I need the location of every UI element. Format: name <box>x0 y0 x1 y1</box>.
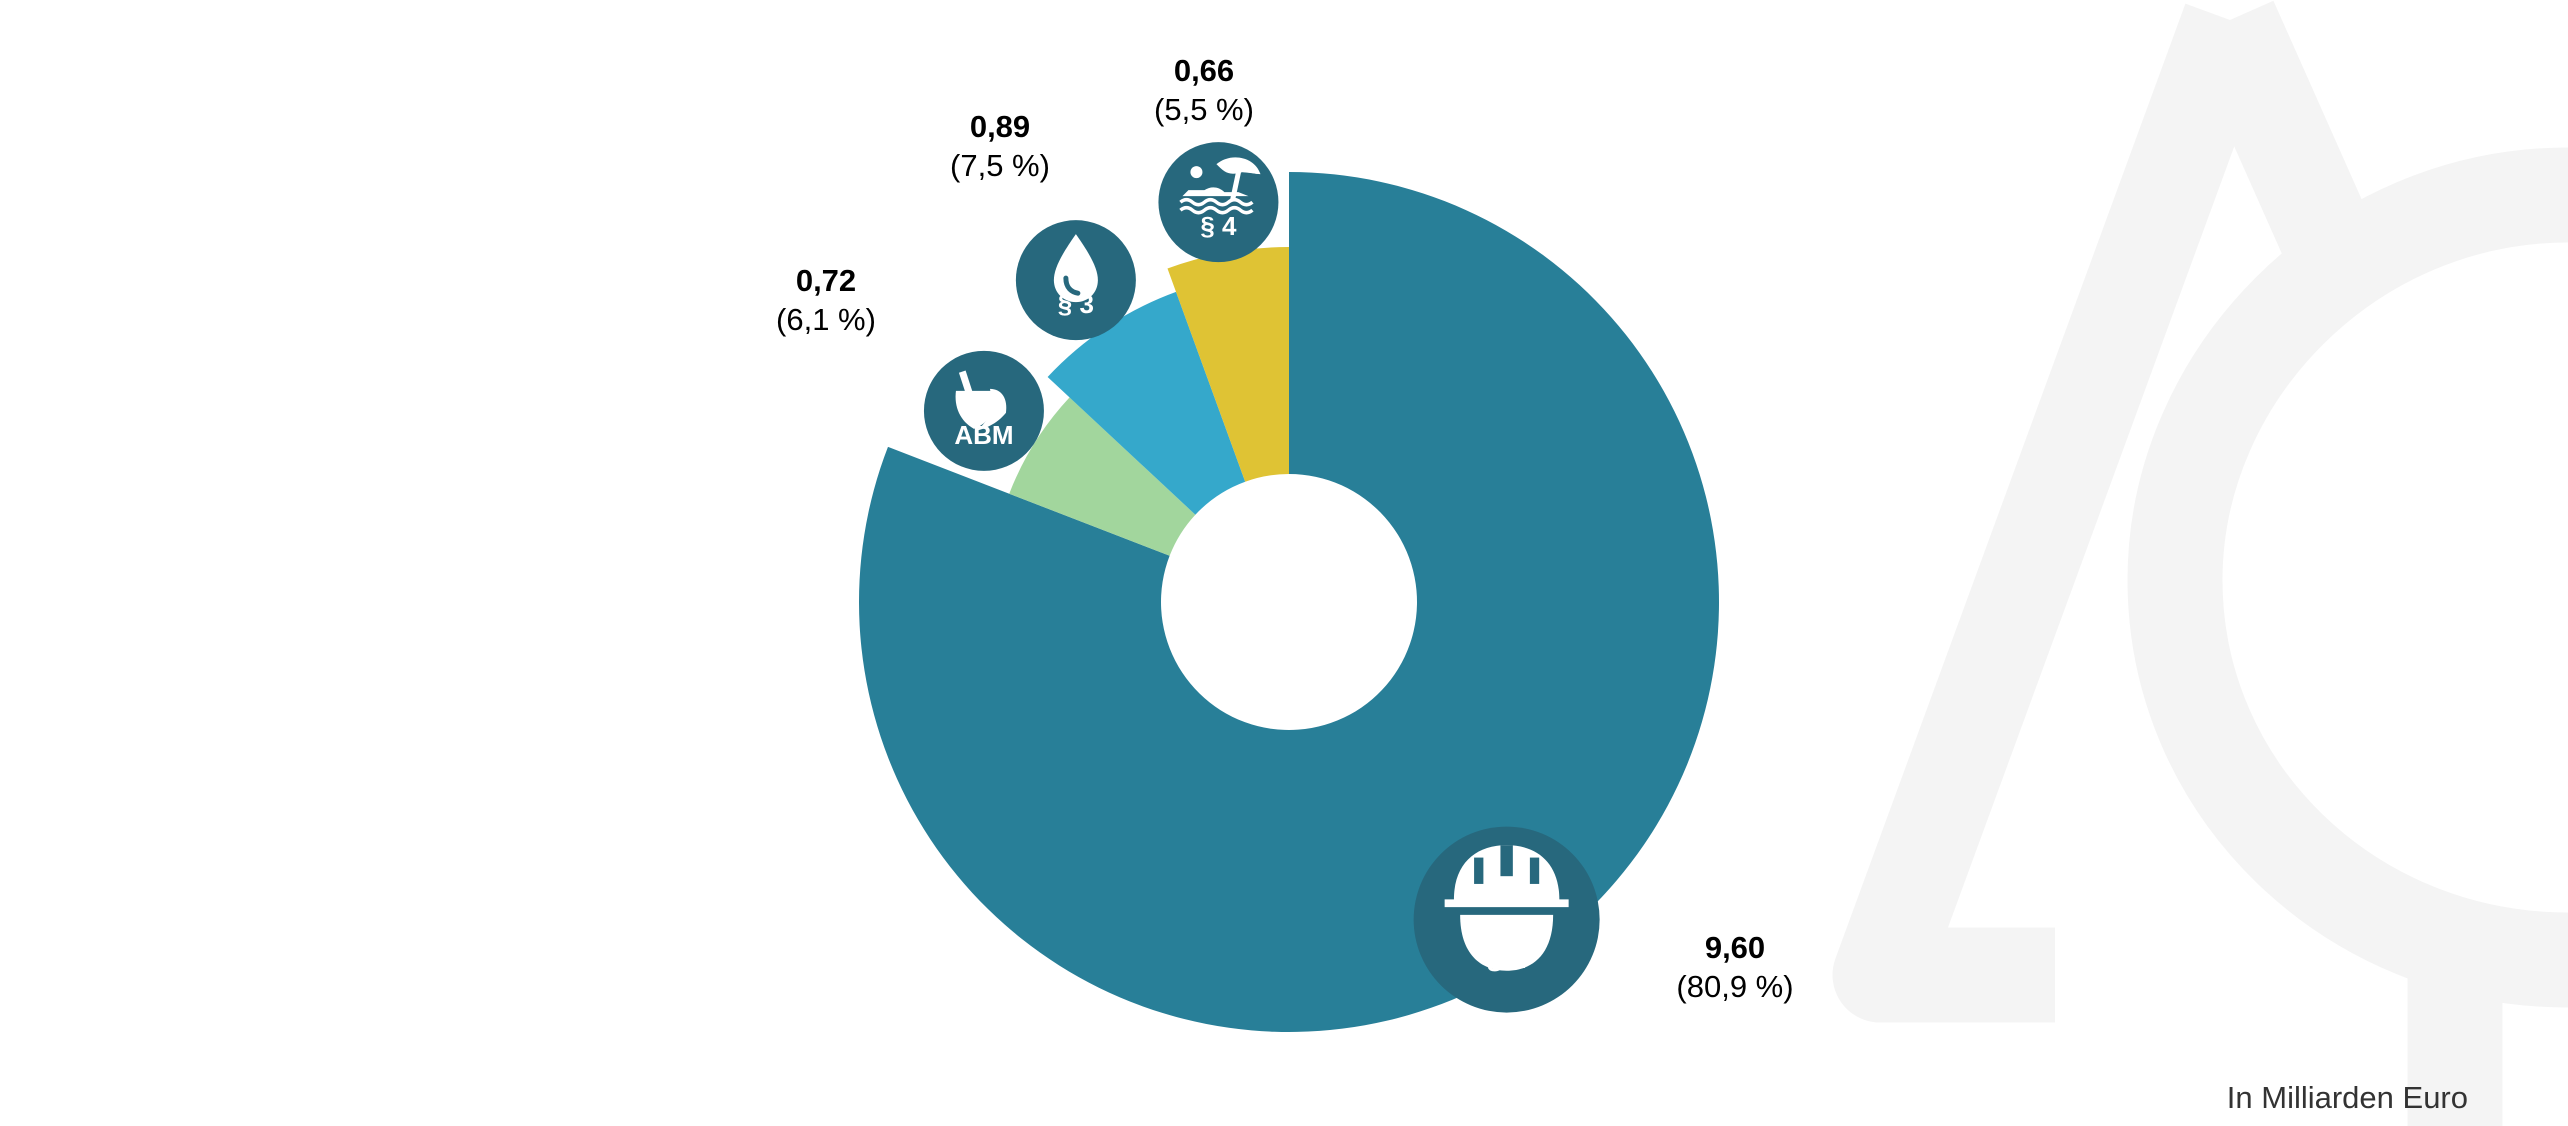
watermark-logo <box>1832 0 2568 1126</box>
water-drop-icon <box>1053 234 1098 303</box>
donut-slices <box>859 172 1719 1032</box>
badge-2: § 3 <box>1015 220 1136 341</box>
slice-badges: § 2 ABM § 3 § 4 <box>923 142 1600 1013</box>
unit-note: In Milliarden Euro <box>2226 1080 2468 1115</box>
slice-2 <box>1047 291 1246 515</box>
percent-label-3: (5,5 %) <box>1154 92 1254 127</box>
badge-label: § 2 <box>1487 943 1526 974</box>
slice-3 <box>1167 247 1289 482</box>
data-labels: 9,60 (80,9 %) 0,72 (6,1 %) 0,89 (7,5 %) 0,66 (5… <box>776 53 1794 1004</box>
slice-0 <box>859 172 1719 1032</box>
value-label-1: 0,72 <box>796 263 856 298</box>
percent-label-2: (7,5 %) <box>950 148 1050 183</box>
value-label-3: 0,66 <box>1174 53 1234 88</box>
value-label-2: 0,89 <box>970 109 1030 144</box>
badge-3: § 4 <box>1158 142 1279 263</box>
value-label-0: 9,60 <box>1705 930 1765 965</box>
badge-1: ABM <box>923 350 1044 471</box>
badge-label: ABM <box>954 420 1013 450</box>
hard-hat-icon <box>1444 845 1569 971</box>
slice-1 <box>1009 397 1196 556</box>
beach-umbrella-icon <box>1179 157 1261 215</box>
badge-0: § 2 <box>1413 826 1600 1013</box>
percent-label-1: (6,1 %) <box>776 302 876 337</box>
badge-label: § 4 <box>1200 211 1237 241</box>
badge-label: § 3 <box>1058 289 1094 319</box>
shovel-icon <box>955 370 1007 431</box>
percent-label-0: (80,9 %) <box>1676 969 1793 1004</box>
